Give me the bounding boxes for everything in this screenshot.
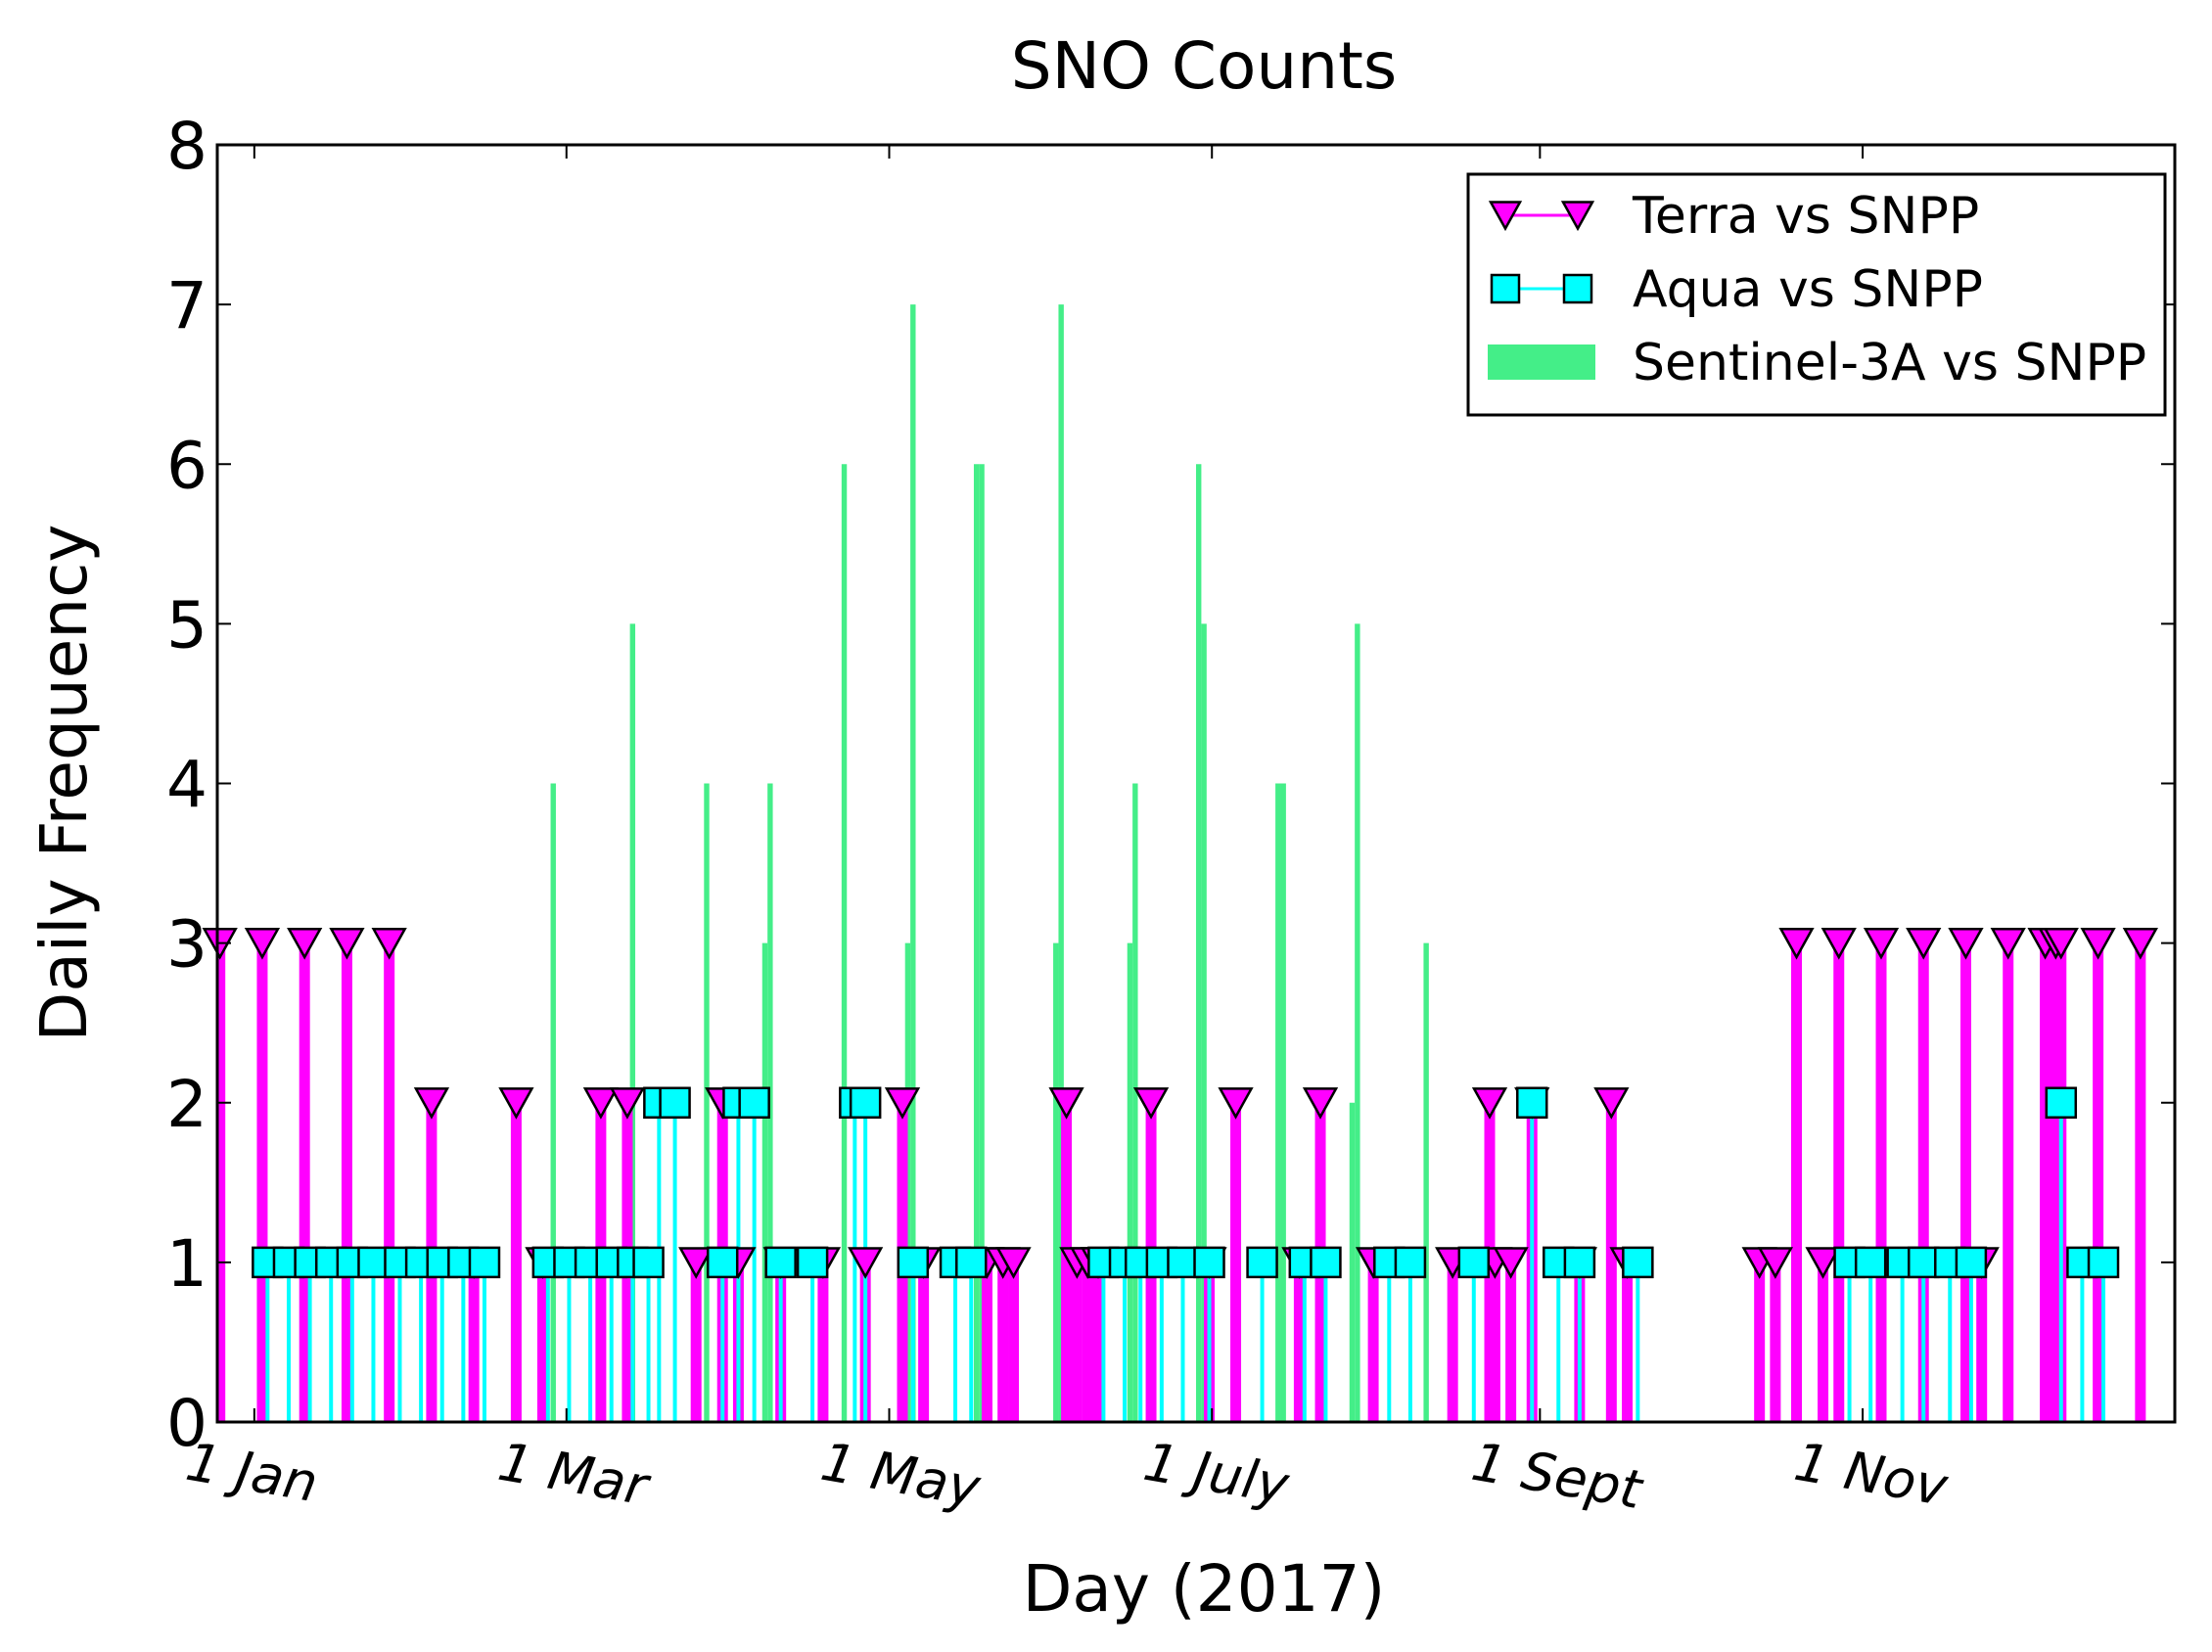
marker-terra [1493, 1247, 1529, 1279]
legend-label: Sentinel-3A vs SNPP [1633, 334, 2146, 392]
y-tick-label: 7 [166, 268, 207, 344]
bar-sentinel [973, 464, 980, 1422]
marker-terra [678, 1247, 714, 1279]
marker-terra [2080, 927, 2116, 960]
marker-terra [1778, 927, 1815, 960]
marker-aqua [1193, 1246, 1225, 1279]
bar-sentinel [1349, 1102, 1356, 1422]
bar-sentinel [1201, 623, 1207, 1422]
marker-aqua [2045, 1086, 2078, 1119]
bar-sentinel [1280, 783, 1286, 1422]
bar-sentinel [629, 623, 636, 1422]
legend-entry-sentinel: Sentinel-3A vs SNPP [1488, 334, 2146, 392]
marker-aqua [1457, 1246, 1491, 1279]
bar-sentinel [1132, 783, 1138, 1422]
marker-terra [1805, 1247, 1841, 1279]
marker-aqua [1515, 1086, 1548, 1119]
marker-aqua [1394, 1246, 1427, 1279]
y-tick-label: 0 [166, 1386, 207, 1461]
chart-title: SNO Counts [1011, 28, 1398, 104]
marker-terra [582, 1087, 620, 1120]
bar-sentinel [1423, 942, 1429, 1422]
legend-swatch-sentinel [1488, 344, 1595, 380]
marker-terra [1593, 1087, 1630, 1120]
marker-aqua [1622, 1246, 1654, 1279]
marker-aqua [796, 1246, 829, 1279]
marker-aqua [632, 1246, 665, 1279]
marker-terra [413, 1087, 450, 1120]
bar-sentinel [1275, 783, 1281, 1422]
marker-aqua [738, 1086, 770, 1119]
marker-terra [1863, 927, 1900, 960]
marker-aqua [1955, 1246, 1988, 1279]
bar-sentinel [1355, 623, 1360, 1422]
marker-aqua [659, 1086, 691, 1119]
bar-sentinel [910, 304, 916, 1422]
bar-sentinel [841, 464, 848, 1422]
y-tick-label: 4 [166, 748, 207, 823]
legend-marker-aqua [1562, 273, 1593, 304]
bar-sentinel [550, 783, 556, 1422]
marker-aqua [1907, 1246, 1940, 1279]
marker-aqua [706, 1246, 739, 1279]
y-tick-label: 2 [166, 1067, 207, 1142]
marker-terra [1302, 1087, 1339, 1120]
marker-aqua [1563, 1246, 1596, 1279]
bar-sentinel [979, 464, 985, 1422]
y-tick-label: 1 [166, 1226, 207, 1302]
legend-label: Terra vs SNPP [1632, 187, 1979, 246]
legend-entry-aqua: Aqua vs SNPP [1490, 260, 1983, 319]
y-axis-label: Daily Frequency [26, 525, 102, 1042]
marker-aqua [1854, 1246, 1887, 1279]
marker-aqua [357, 1246, 390, 1279]
marker-aqua [955, 1246, 988, 1279]
y-tick-label: 5 [166, 587, 207, 663]
marker-terra [244, 927, 281, 960]
marker-terra [2122, 927, 2158, 960]
marker-terra [1990, 927, 2026, 960]
bar-sentinel [1127, 942, 1133, 1422]
y-tick-label: 3 [166, 907, 207, 983]
legend-marker-aqua [1490, 273, 1521, 304]
x-axis-label: Day (2017) [1023, 1551, 1386, 1627]
marker-terra [371, 927, 407, 960]
marker-aqua [1167, 1246, 1199, 1279]
bar-sentinel [1053, 942, 1059, 1422]
legend-marker-terra [1560, 201, 1595, 232]
marker-terra [995, 1247, 1032, 1279]
bar-sentinel [761, 942, 768, 1422]
bar-sentinel [1058, 304, 1064, 1422]
marker-aqua [1246, 1246, 1278, 1279]
marker-terra [287, 927, 323, 960]
legend-label: Aqua vs SNPP [1633, 260, 1983, 319]
marker-terra [609, 1087, 646, 1120]
marker-terra [884, 1087, 921, 1120]
y-tick-label: 8 [166, 109, 207, 184]
y-tick-label: 6 [166, 428, 207, 503]
marker-terra [329, 927, 365, 960]
marker-terra [1757, 1247, 1794, 1279]
marker-aqua [1310, 1246, 1342, 1279]
marker-terra [848, 1247, 884, 1279]
marker-terra [1218, 1087, 1254, 1120]
marker-terra [1471, 1087, 1508, 1120]
marker-terra [1948, 927, 1984, 960]
legend-marker-terra [1488, 201, 1523, 232]
legend-entry-terra: Terra vs SNPP [1488, 187, 1979, 246]
bar-sentinel [1196, 464, 1202, 1422]
marker-terra [1132, 1087, 1170, 1120]
marker-terra [1048, 1087, 1084, 1120]
marker-aqua [897, 1246, 930, 1279]
marker-aqua [764, 1246, 797, 1279]
marker-terra [2043, 927, 2079, 960]
marker-aqua [468, 1246, 501, 1279]
bar-sentinel [704, 783, 710, 1422]
legend: Terra vs SNPP Aqua vs SNPP Sentinel-3A vs … [1466, 172, 2167, 417]
marker-aqua [2087, 1246, 2120, 1279]
marker-terra [498, 1087, 534, 1120]
marker-terra [1906, 927, 1942, 960]
marker-aqua [849, 1086, 882, 1119]
marker-terra [1820, 927, 1857, 960]
